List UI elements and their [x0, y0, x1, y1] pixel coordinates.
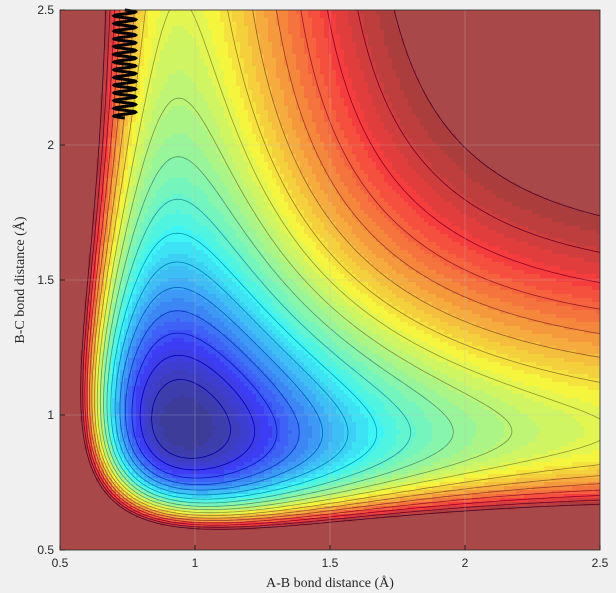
contour-line: [89, 10, 600, 521]
contour-line: [82, 10, 600, 528]
contour-line: [131, 332, 278, 479]
contour-line: [114, 261, 349, 496]
x-tick-label: 2: [462, 556, 469, 570]
contour-line: [151, 379, 231, 459]
y-tick-label: 0.5: [37, 543, 54, 557]
x-axis-label: A-B bond distance (Å): [266, 575, 394, 591]
x-tick-label: 2.5: [592, 556, 609, 570]
x-tick-label: 1.5: [322, 556, 339, 570]
contour-line: [84, 10, 600, 526]
contour-line: [106, 198, 412, 504]
y-tick-label: 1.5: [37, 273, 54, 287]
contour-line: [91, 10, 600, 519]
contour-line: [80, 10, 600, 530]
x-tick-label: 1: [192, 556, 199, 570]
contour-line: [110, 232, 378, 500]
trajectory-layer: [111, 8, 139, 120]
x-tick-label: 0.5: [52, 556, 69, 570]
y-tick-label: 2: [47, 138, 54, 152]
y-tick-label: 2.5: [37, 3, 54, 17]
trajectory-path: [111, 8, 139, 120]
y-tick-label: 1: [47, 408, 54, 422]
contour-line: [139, 354, 256, 471]
y-axis-label: B-C bond distance (Å): [12, 216, 28, 343]
contour-line: [103, 156, 454, 507]
axes-layer: 0.5 1 1.5 2 2.5 0.5 1 1.5 2 2.5: [37, 3, 608, 570]
contour-line: [96, 10, 600, 514]
contour-line: [99, 97, 513, 511]
contour-line: [125, 310, 300, 485]
